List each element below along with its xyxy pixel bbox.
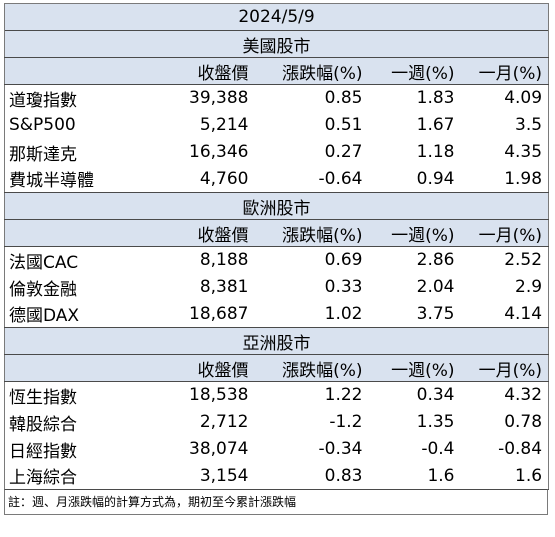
- cell-week: -0.4: [368, 435, 461, 463]
- table-row: 法國CAC 8,188 0.69 2.86 2.52: [4, 246, 550, 274]
- cell-change: 0.33: [254, 273, 369, 301]
- index-name: 日經指數: [4, 435, 155, 463]
- cell-week: 0.94: [368, 165, 461, 193]
- market-summary-table-container: 2024/5/9 美國股市 收盤價 漲跌幅(%) 一週(%) 一月(%) 道瓊指數 39,3…: [3, 3, 550, 515]
- index-name: 費城半導體: [4, 165, 155, 193]
- cell-month: 4.35: [460, 138, 550, 166]
- table-row: 恆生指數 18,538 1.22 0.34 4.32: [4, 381, 550, 409]
- section-title: 亞洲股市: [3, 327, 550, 355]
- cell-close: 8,381: [154, 273, 255, 301]
- cell-week: 1.35: [368, 408, 461, 436]
- cell-week: 2.86: [368, 246, 461, 274]
- section-header-row: 歐洲股市: [3, 192, 550, 220]
- cell-change: 0.51: [254, 111, 369, 139]
- cell-close: 38,074: [154, 435, 255, 463]
- section-header-row: 亞洲股市: [3, 327, 550, 355]
- cell-month: 4.32: [460, 381, 550, 409]
- title-row: 2024/5/9: [3, 3, 550, 31]
- cell-month: 1.6: [460, 462, 550, 490]
- table-row: 費城半導體 4,760 -0.64 0.94 1.98: [4, 165, 550, 193]
- index-name: 道瓊指數: [4, 84, 155, 112]
- column-header-blank: [4, 219, 155, 247]
- cell-week: 1.6: [368, 462, 461, 490]
- column-header-row: 收盤價 漲跌幅(%) 一週(%) 一月(%): [4, 57, 550, 85]
- cell-month: 1.98: [460, 165, 550, 193]
- footnote: 註：週、月漲跌幅的計算方式為，期初至今累計漲跌幅: [4, 489, 548, 515]
- column-header-month: 一月(%): [460, 354, 550, 382]
- section-header-row: 美國股市: [3, 30, 550, 58]
- table-row: 倫敦金融 8,381 0.33 2.04 2.9: [4, 273, 550, 301]
- column-header-change: 漲跌幅(%): [254, 57, 369, 85]
- cell-month: 4.09: [460, 84, 550, 112]
- column-header-week: 一週(%): [368, 219, 461, 247]
- cell-change: -0.34: [254, 435, 369, 463]
- cell-close: 2,712: [154, 408, 255, 436]
- table-date-title: 2024/5/9: [3, 3, 550, 31]
- cell-change: -0.64: [254, 165, 369, 193]
- cell-close: 18,687: [154, 300, 255, 328]
- column-header-month: 一月(%): [460, 219, 550, 247]
- cell-change: 0.85: [254, 84, 369, 112]
- cell-month: 0.78: [460, 408, 550, 436]
- cell-week: 0.34: [368, 381, 461, 409]
- cell-close: 5,214: [154, 111, 255, 139]
- cell-month: -0.84: [460, 435, 550, 463]
- index-name: 韓股綜合: [4, 408, 155, 436]
- cell-week: 1.67: [368, 111, 461, 139]
- cell-close: 39,388: [154, 84, 255, 112]
- cell-change: 0.69: [254, 246, 369, 274]
- table-row: 日經指數 38,074 -0.34 -0.4 -0.84: [4, 435, 550, 463]
- index-name: S&P500: [4, 111, 155, 139]
- cell-change: 0.27: [254, 138, 369, 166]
- cell-month: 2.9: [460, 273, 550, 301]
- index-name: 恆生指數: [4, 381, 155, 409]
- index-name: 那斯達克: [4, 138, 155, 166]
- cell-week: 2.04: [368, 273, 461, 301]
- cell-week: 3.75: [368, 300, 461, 328]
- column-header-row: 收盤價 漲跌幅(%) 一週(%) 一月(%): [4, 354, 550, 382]
- column-header-blank: [4, 354, 155, 382]
- column-header-row: 收盤價 漲跌幅(%) 一週(%) 一月(%): [4, 219, 550, 247]
- column-header-close: 收盤價: [154, 219, 255, 247]
- cell-week: 1.18: [368, 138, 461, 166]
- table-row: 上海綜合 3,154 0.83 1.6 1.6: [4, 462, 550, 490]
- column-header-change: 漲跌幅(%): [254, 219, 369, 247]
- cell-close: 3,154: [154, 462, 255, 490]
- cell-close: 18,538: [154, 381, 255, 409]
- table-row: 道瓊指數 39,388 0.85 1.83 4.09: [4, 84, 550, 112]
- cell-month: 3.5: [460, 111, 550, 139]
- cell-close: 8,188: [154, 246, 255, 274]
- cell-change: 1.02: [254, 300, 369, 328]
- index-name: 德國DAX: [4, 300, 155, 328]
- index-name: 倫敦金融: [4, 273, 155, 301]
- cell-change: 0.83: [254, 462, 369, 490]
- table-row: 那斯達克 16,346 0.27 1.18 4.35: [4, 138, 550, 166]
- table-row: 韓股綜合 2,712 -1.2 1.35 0.78: [4, 408, 550, 436]
- index-name: 上海綜合: [4, 462, 155, 490]
- cell-close: 4,760: [154, 165, 255, 193]
- cell-change: -1.2: [254, 408, 369, 436]
- cell-close: 16,346: [154, 138, 255, 166]
- column-header-week: 一週(%): [368, 57, 461, 85]
- cell-week: 1.83: [368, 84, 461, 112]
- market-summary-table: 2024/5/9 美國股市 收盤價 漲跌幅(%) 一週(%) 一月(%) 道瓊指數 39,3…: [3, 3, 550, 490]
- column-header-month: 一月(%): [460, 57, 550, 85]
- table-row: 德國DAX 18,687 1.02 3.75 4.14: [4, 300, 550, 328]
- section-title: 歐洲股市: [3, 192, 550, 220]
- cell-month: 2.52: [460, 246, 550, 274]
- column-header-close: 收盤價: [154, 354, 255, 382]
- cell-month: 4.14: [460, 300, 550, 328]
- index-name: 法國CAC: [4, 246, 155, 274]
- table-row: S&P500 5,214 0.51 1.67 3.5: [4, 111, 550, 139]
- cell-change: 1.22: [254, 381, 369, 409]
- section-title: 美國股市: [3, 30, 550, 58]
- column-header-close: 收盤價: [154, 57, 255, 85]
- column-header-blank: [4, 57, 155, 85]
- column-header-week: 一週(%): [368, 354, 461, 382]
- column-header-change: 漲跌幅(%): [254, 354, 369, 382]
